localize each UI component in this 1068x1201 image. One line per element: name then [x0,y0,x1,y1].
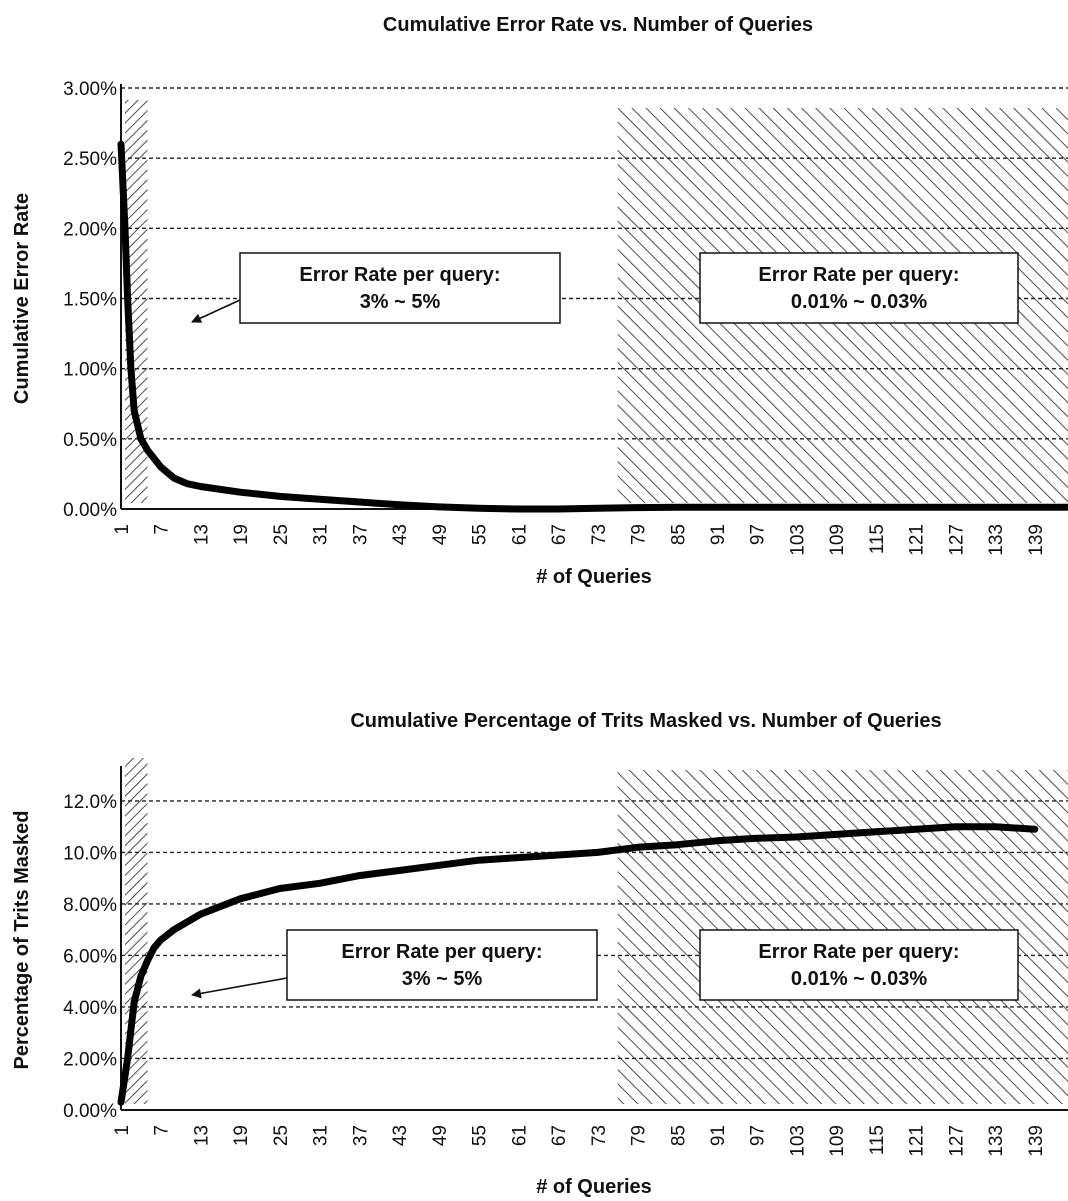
x-tick-label: 37 [350,524,371,545]
annotation-box [699,252,1019,324]
x-tick-label: 103 [787,1125,808,1157]
y-tick-label: 0.00% [63,1101,117,1122]
x-tick-label: 13 [191,1125,212,1146]
x-tick-label: 49 [430,1125,451,1146]
annotation-box [286,929,598,1001]
x-tick-label: 25 [271,524,292,545]
x-tick-label: 43 [390,1125,411,1146]
x-tick-label: 85 [668,1125,689,1146]
y-tick-label: 2.00% [63,1049,117,1070]
x-tick-label: 37 [350,1125,371,1146]
chart-trits-masked: 0.00% 2.00% 4.00% 6.00% 8.00% 10.0% 12.0% 1 7 13 1… [11,710,1068,1198]
x-tick-label: 61 [509,1125,530,1146]
y-tick-label: 8.00% [63,895,117,916]
y-tick-label: 2.50% [63,149,117,170]
x-axis-label: # of Queries [536,566,652,588]
x-tick-label: 139 [1026,524,1047,556]
x-tick-label: 97 [748,524,769,545]
x-tick-label: 85 [668,524,689,545]
annotation-line-2: 3% ~ 5% [360,291,441,313]
x-tick-label: 115 [867,1125,888,1155]
annotation-line-1: Error Rate per query: [341,941,542,963]
annotation-line-2: 0.01% ~ 0.03% [791,968,927,990]
x-tick-label: 43 [390,524,411,545]
y-axis-label: Cumulative Error Rate [11,193,33,404]
x-tick-label: 73 [589,524,610,545]
x-tick-label: 121 [907,524,928,556]
y-tick-label: 1.00% [63,360,117,381]
x-tick-label: 127 [946,1125,967,1157]
y-tick-label: 2.00% [63,219,117,240]
chart-title: Cumulative Percentage of Trits Masked vs… [350,710,941,732]
y-tick-label: 1.50% [63,290,117,311]
y-tick-label: 3.00% [63,79,117,100]
x-tick-label: 109 [827,1125,848,1157]
x-tick-label: 31 [311,1125,332,1146]
x-tick-label: 109 [827,524,848,556]
x-tick-label: 79 [629,1125,650,1146]
x-tick-label: 115 [867,524,888,554]
x-tick-label: 73 [589,1125,610,1146]
x-tick-label: 13 [191,524,212,545]
y-tick-label: 0.00% [63,500,117,521]
x-tick-label: 67 [549,524,570,545]
y-tick-label: 6.00% [63,946,117,967]
x-axis-label: # of Queries [536,1176,652,1198]
x-tick-label: 61 [509,524,530,545]
x-tick-label: 121 [907,1125,928,1157]
series-line [117,823,1039,1106]
annotation-line-2: 3% ~ 5% [402,968,483,990]
chart-title: Cumulative Error Rate vs. Number of Quer… [383,14,813,36]
x-tick-label: 31 [311,524,332,545]
x-tick-label: 55 [470,524,491,545]
x-tick-label: 127 [946,524,967,556]
x-tick-label: 139 [1026,1125,1047,1157]
y-tick-label: 4.00% [63,998,117,1019]
x-tick-label: 97 [748,1125,769,1146]
x-tick-label: 49 [430,524,451,545]
chart-error-rate: 0.00% 0.50% 1.00% 1.50% 2.00% 2.50% 3.00% 1 7 13 1… [11,14,1068,588]
annotation-box [239,252,561,324]
y-tick-label: 12.0% [63,792,117,813]
x-tick-label: 1 [112,1125,133,1136]
y-axis-label: Percentage of Trits Masked [11,811,33,1070]
annotation-line-1: Error Rate per query: [758,941,959,963]
x-tick-label: 19 [231,524,252,545]
y-tick-label: 0.50% [63,430,117,451]
x-tick-label: 133 [986,1125,1007,1157]
x-tick-label: 133 [986,524,1007,556]
x-tick-label: 19 [231,1125,252,1146]
annotation-line-2: 0.01% ~ 0.03% [791,291,927,313]
x-tick-label: 7 [152,524,173,535]
x-tick-label: 55 [470,1125,491,1146]
annotation-arrow [191,299,241,323]
x-tick-label: 91 [708,1125,729,1146]
x-tick-label: 1 [112,524,133,535]
x-tick-label: 103 [787,524,808,556]
y-tick-label: 10.0% [63,843,117,864]
x-tick-label: 7 [152,1125,173,1136]
annotation-arrow [191,977,288,999]
annotation-box [699,929,1019,1001]
annotation-line-1: Error Rate per query: [299,264,500,286]
series-line [117,140,1068,513]
x-tick-label: 25 [271,1125,292,1146]
x-tick-label: 67 [549,1125,570,1146]
annotation-line-1: Error Rate per query: [758,264,959,286]
x-tick-label: 91 [708,524,729,545]
x-tick-label: 79 [629,524,650,545]
